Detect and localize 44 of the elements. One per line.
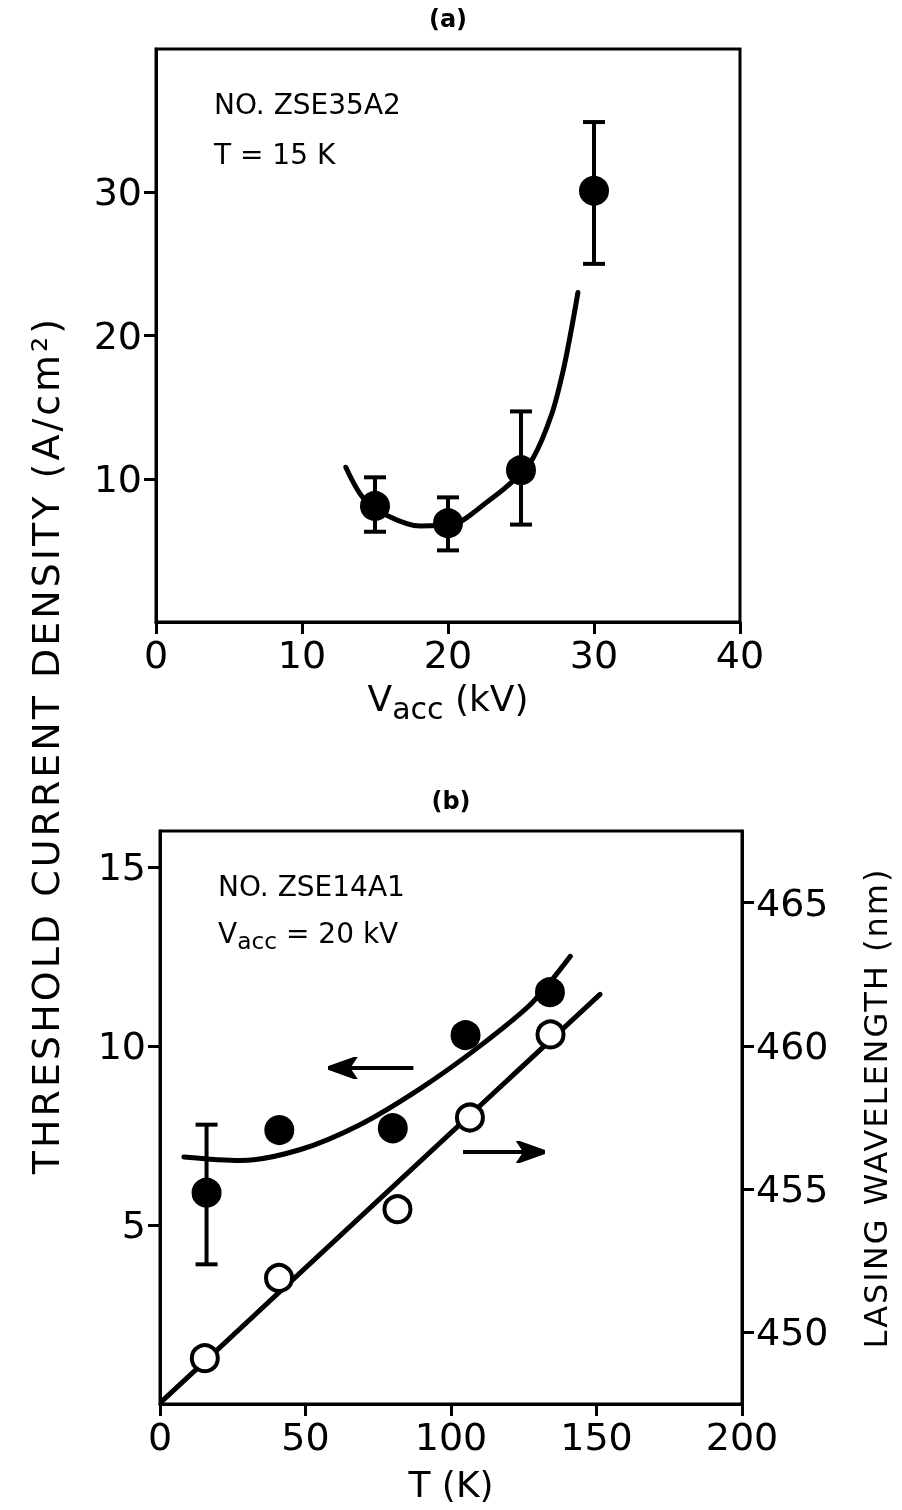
x-tick-label: 30 — [569, 633, 619, 677]
point — [189, 1343, 220, 1374]
y-tick-label: 20 — [93, 313, 142, 358]
x-tick-label: 150 — [560, 1415, 633, 1459]
y2-tick-label: 450 — [756, 1310, 829, 1355]
point — [579, 175, 609, 206]
x-tick-label: 200 — [705, 1415, 779, 1459]
x-axis-title: V$_{acc}$ (kV) — [367, 677, 529, 727]
point — [360, 490, 390, 521]
x-tick-label: 20 — [423, 633, 473, 677]
chart-title: (b) — [431, 787, 471, 815]
y-tick-label: 30 — [93, 170, 142, 215]
y2-tick-label: 455 — [756, 1167, 829, 1212]
point — [264, 1262, 295, 1293]
point — [534, 977, 565, 1008]
y2-tick-label: 465 — [756, 880, 829, 925]
annotation: T = 15 K — [214, 137, 336, 171]
point — [450, 1020, 481, 1051]
point — [433, 508, 463, 539]
x-tick-label: 10 — [277, 633, 327, 677]
point — [377, 1113, 408, 1144]
x-tick-label: 40 — [715, 633, 765, 677]
y2-tick-label: 460 — [756, 1023, 829, 1068]
x-axis-title: T (K) — [408, 1463, 494, 1505]
point — [382, 1194, 413, 1225]
point — [535, 1019, 566, 1050]
y-tick-label: 10 — [97, 1023, 146, 1068]
y-tick-label: 10 — [93, 456, 142, 501]
y-axis-title: THRESHOLD CURRENT DENSITY (A/cm²) — [24, 315, 68, 1175]
x-tick-label: 100 — [414, 1415, 488, 1459]
annotation: V$_{acc}$ = 20 kV — [218, 916, 399, 956]
annotation: NO. ZSE14A1 — [218, 869, 405, 903]
point — [191, 1177, 222, 1208]
x-tick-label: 50 — [281, 1415, 330, 1459]
annotation: NO. ZSE35A2 — [214, 87, 401, 121]
point — [264, 1115, 295, 1146]
x-tick-label: 0 — [143, 633, 169, 677]
point — [506, 455, 536, 486]
y-tick-label: 15 — [97, 844, 146, 889]
y2-axis-title: LASING WAVELENGTH (nm) — [857, 867, 895, 1348]
point — [454, 1102, 485, 1133]
y-tick-label: 5 — [121, 1202, 146, 1247]
chart-title: (a) — [428, 5, 468, 33]
x-tick-label: 0 — [147, 1415, 173, 1459]
